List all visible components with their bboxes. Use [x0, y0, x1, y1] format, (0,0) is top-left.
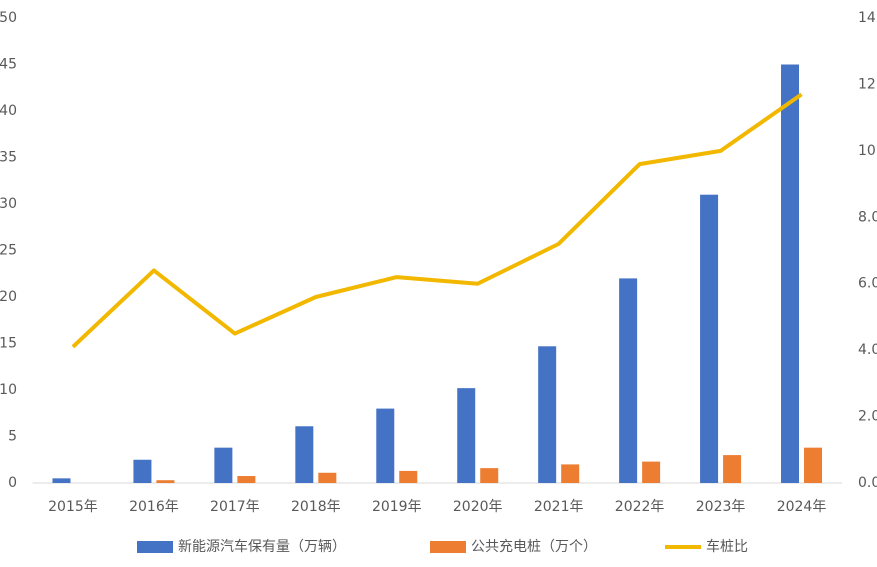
y2-tick-label: 4.0 — [858, 342, 877, 358]
y-tick-label: 35 — [0, 150, 17, 166]
x-tick-label: 2024年 — [777, 499, 827, 515]
y-tick-label: 25 — [0, 243, 17, 259]
y2-tick-label: 6.0 — [858, 276, 877, 292]
bar — [52, 478, 71, 483]
x-tick-label: 2016年 — [129, 499, 179, 515]
y-tick-label: 15 — [0, 336, 17, 352]
line — [71, 92, 803, 349]
bar — [804, 447, 823, 483]
bar — [723, 455, 742, 483]
legend-swatch — [137, 541, 173, 553]
y-tick-label: 30 — [0, 196, 17, 212]
bar — [619, 278, 638, 483]
bar — [318, 472, 337, 483]
bar — [399, 470, 418, 483]
bar — [295, 426, 314, 483]
x-tick-label: 2023年 — [696, 499, 746, 515]
y-tick-label: 0 — [8, 475, 17, 491]
y-tick-label: 40 — [0, 103, 17, 119]
y2-tick-label: 0.0 — [858, 475, 877, 491]
y2-tick-label: 14 — [858, 10, 876, 26]
y-tick-label: 10 — [0, 382, 17, 398]
x-tick-label: 2019年 — [372, 499, 422, 515]
bar — [538, 346, 557, 483]
bar — [480, 468, 499, 483]
legend-label: 新能源汽车保有量（万辆） — [178, 538, 346, 555]
bar — [237, 476, 256, 483]
bar — [214, 447, 233, 483]
legend-label: 车桩比 — [706, 538, 748, 555]
x-tick-label: 2017年 — [210, 499, 260, 515]
x-tick-label: 2020年 — [453, 499, 503, 515]
x-tick-label: 2018年 — [291, 499, 341, 515]
bar — [700, 194, 719, 483]
x-tick-label: 2015年 — [48, 499, 98, 515]
bar — [561, 464, 580, 483]
bar — [457, 388, 476, 483]
bar — [376, 408, 395, 483]
x-tick-label: 2022年 — [615, 499, 665, 515]
bar — [156, 480, 175, 483]
y-tick-label: 50 — [0, 10, 17, 26]
y-tick-label: 20 — [0, 289, 17, 305]
y-tick-label: 45 — [0, 57, 17, 73]
legend-label: 公共充电桩（万个） — [471, 538, 597, 555]
legend-swatch — [430, 541, 466, 553]
y-tick-label: 5 — [8, 429, 17, 445]
x-tick-label: 2021年 — [534, 499, 584, 515]
y2-tick-label: 8.0 — [858, 209, 877, 225]
y2-tick-label: 12 — [858, 76, 876, 92]
y2-tick-label: 2.0 — [858, 409, 877, 425]
bar — [642, 461, 661, 483]
bar — [133, 459, 152, 483]
bar — [781, 64, 800, 483]
y2-tick-label: 10 — [858, 143, 876, 159]
